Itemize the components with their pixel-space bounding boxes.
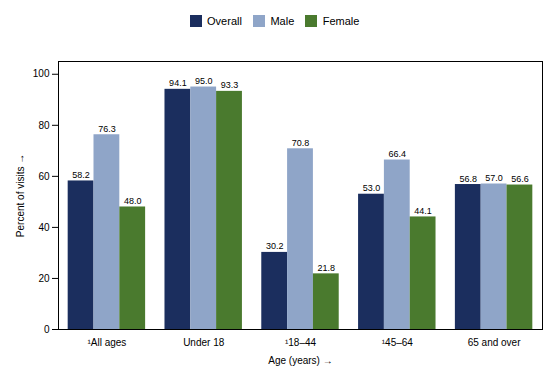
svg-text:93.3: 93.3	[221, 80, 239, 90]
svg-text:48.0: 48.0	[124, 195, 142, 205]
svg-text:Under 18: Under 18	[183, 336, 225, 347]
svg-text:56.6: 56.6	[511, 174, 529, 184]
svg-text:Age (years) →: Age (years) →	[268, 354, 332, 365]
svg-text:53.0: 53.0	[363, 183, 381, 193]
svg-text:20: 20	[38, 272, 50, 283]
svg-text:¹18–44: ¹18–44	[285, 336, 317, 347]
html-text:Male: Male	[270, 14, 295, 27]
svg-text:56.8: 56.8	[460, 173, 478, 183]
svg-text:40: 40	[38, 221, 50, 232]
svg-text:70.8: 70.8	[292, 137, 310, 147]
svg-text:58.2: 58.2	[72, 169, 90, 179]
svg-text:0: 0	[44, 323, 50, 334]
svg-text:94.1: 94.1	[169, 78, 187, 88]
svg-text:¹All ages: ¹All ages	[87, 336, 126, 347]
svg-text:30.2: 30.2	[266, 241, 284, 251]
svg-text:¹45–64: ¹45–64	[382, 336, 414, 347]
svg-text:76.3: 76.3	[98, 123, 116, 133]
svg-text:Percent of visits →: Percent of visits →	[15, 153, 26, 236]
svg-text:80: 80	[38, 119, 50, 130]
svg-text:60: 60	[38, 170, 50, 181]
svg-text:44.1: 44.1	[414, 205, 432, 215]
svg-text:57.0: 57.0	[485, 173, 503, 183]
svg-text:21.8: 21.8	[318, 262, 336, 272]
html-text:Overall: Overall	[207, 14, 242, 27]
svg-text:95.0: 95.0	[195, 76, 213, 86]
svg-text:100: 100	[33, 68, 50, 79]
html-text:Female: Female	[322, 14, 360, 27]
svg-text:65 and over: 65 and over	[468, 336, 521, 347]
svg-text:66.4: 66.4	[389, 149, 407, 159]
